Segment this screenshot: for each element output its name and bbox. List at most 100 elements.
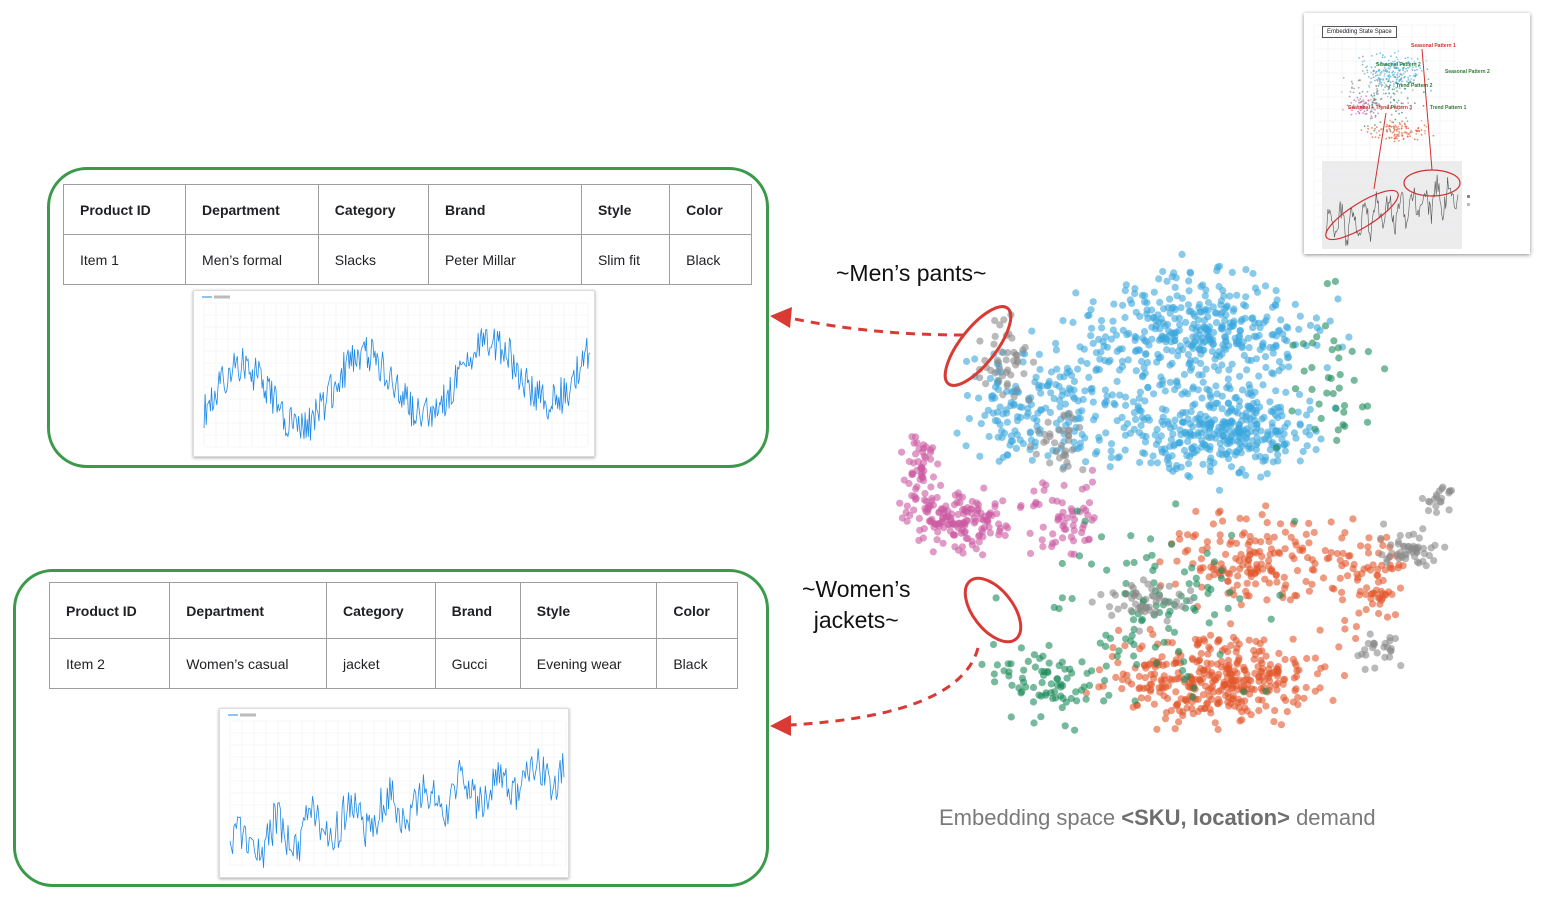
inset-scatter-point	[1416, 138, 1419, 141]
scatter-point	[1123, 671, 1131, 679]
inset-scatter-point	[1375, 126, 1378, 128]
inset-scatter-point	[1374, 124, 1376, 126]
inset-scatter-point	[1375, 53, 1378, 55]
inset-scatter-point	[1384, 64, 1386, 67]
scatter-point	[1260, 636, 1268, 644]
scatter-point	[1163, 456, 1171, 464]
embedding-caption-suffix: demand	[1289, 805, 1376, 830]
scatter-point	[1209, 565, 1217, 573]
inset-scatter-point	[1393, 52, 1396, 54]
scatter-point	[1115, 453, 1123, 461]
scatter-point	[1341, 529, 1349, 537]
scatter-point	[1054, 515, 1063, 523]
scatter-point	[1198, 371, 1206, 379]
inset-scatter-point	[1406, 80, 1408, 83]
scatter-point	[1083, 669, 1091, 677]
inset-scatter-point	[1411, 66, 1414, 69]
inset-scatter-point	[1394, 133, 1396, 136]
scatter-point	[1089, 298, 1097, 306]
scatter-point	[1183, 431, 1191, 439]
scatter-point	[1129, 703, 1137, 711]
scatter-point	[1144, 384, 1152, 392]
scatter-point	[1186, 268, 1194, 276]
cell-category: Slacks	[317, 234, 429, 285]
scatter-point	[1331, 277, 1339, 285]
scatter-point	[1184, 340, 1192, 348]
scatter-point	[1007, 399, 1015, 407]
inset-scatter-point	[1366, 90, 1369, 93]
scatter-point	[1311, 654, 1319, 662]
scatter-point	[1323, 280, 1331, 288]
inset-scatter-point	[1403, 66, 1405, 69]
inset-scatter-point	[1390, 136, 1393, 139]
scatter-point	[1241, 314, 1249, 322]
scatter-point	[1252, 580, 1260, 588]
scatter-point	[1044, 452, 1052, 460]
scatter-point	[1085, 535, 1093, 543]
scatter-point	[1226, 540, 1234, 548]
scatter-point	[1149, 452, 1157, 460]
scatter-point	[1052, 419, 1061, 427]
inset-scatter-point	[1395, 87, 1398, 89]
scatter-point	[979, 533, 987, 541]
scatter-point	[999, 497, 1007, 505]
inset-scatter-point	[1374, 127, 1376, 130]
scatter-point	[1052, 448, 1060, 456]
scatter-point	[1222, 692, 1230, 700]
scatter-point	[1306, 405, 1314, 414]
item2-attribute-table: Product ID Department Category Brand Sty…	[48, 582, 738, 689]
inset-scatter-point	[1357, 110, 1359, 113]
scatter-point	[1259, 665, 1267, 673]
scatter-point	[1195, 304, 1203, 312]
scatter-point	[1228, 432, 1236, 440]
scatter-point	[1226, 588, 1234, 596]
scatter-point	[1138, 291, 1146, 299]
scatter-point	[1371, 589, 1379, 598]
scatter-point	[1138, 357, 1146, 366]
header-color: Color	[656, 582, 738, 639]
scatter-point	[1020, 370, 1028, 378]
scatter-point	[1313, 333, 1321, 341]
scatter-point	[910, 492, 919, 500]
scatter-point	[1200, 420, 1208, 428]
scatter-point	[1225, 366, 1233, 374]
scatter-point	[1173, 557, 1181, 565]
scatter-point	[1207, 336, 1215, 344]
scatter-point	[1243, 579, 1251, 587]
scatter-point	[1344, 572, 1352, 580]
inset-scatter-point	[1404, 75, 1406, 78]
scatter-point	[982, 380, 990, 388]
scatter-point	[1273, 578, 1281, 586]
scatter-point	[1211, 676, 1220, 684]
scatter-point	[1084, 312, 1092, 320]
scatter-point	[1019, 440, 1027, 448]
scatter-point	[1139, 432, 1147, 440]
scatter-point	[1249, 314, 1257, 322]
inset-scatter-point	[1372, 73, 1374, 76]
scatter-point	[1125, 329, 1133, 337]
inset-scatter-point	[1393, 129, 1396, 132]
scatter-point	[1083, 359, 1091, 368]
scatter-point	[1139, 576, 1148, 584]
inset-scatter-point	[1386, 130, 1388, 132]
inset-scatter-point	[1357, 79, 1360, 82]
inset-scatter-point	[1398, 79, 1400, 81]
scatter-point	[1008, 681, 1016, 689]
scatter-point	[1328, 584, 1336, 592]
scatter-point	[1178, 602, 1186, 611]
scatter-point	[1235, 337, 1243, 346]
scatter-point	[1194, 640, 1202, 648]
scatter-point	[954, 546, 963, 554]
scatter-point	[986, 509, 995, 517]
scatter-point	[926, 448, 935, 456]
scatter-point	[1150, 700, 1158, 708]
inset-scatter-point	[1353, 99, 1356, 102]
scatter-point	[1063, 674, 1071, 682]
inset-scatter-point	[1398, 128, 1400, 130]
scatter-point	[903, 502, 911, 510]
scatter-point	[1024, 657, 1032, 666]
scatter-point	[1246, 565, 1254, 573]
inset-scatter-point	[1358, 112, 1361, 114]
scatter-point	[1028, 456, 1036, 464]
scatter-point	[1109, 644, 1117, 652]
